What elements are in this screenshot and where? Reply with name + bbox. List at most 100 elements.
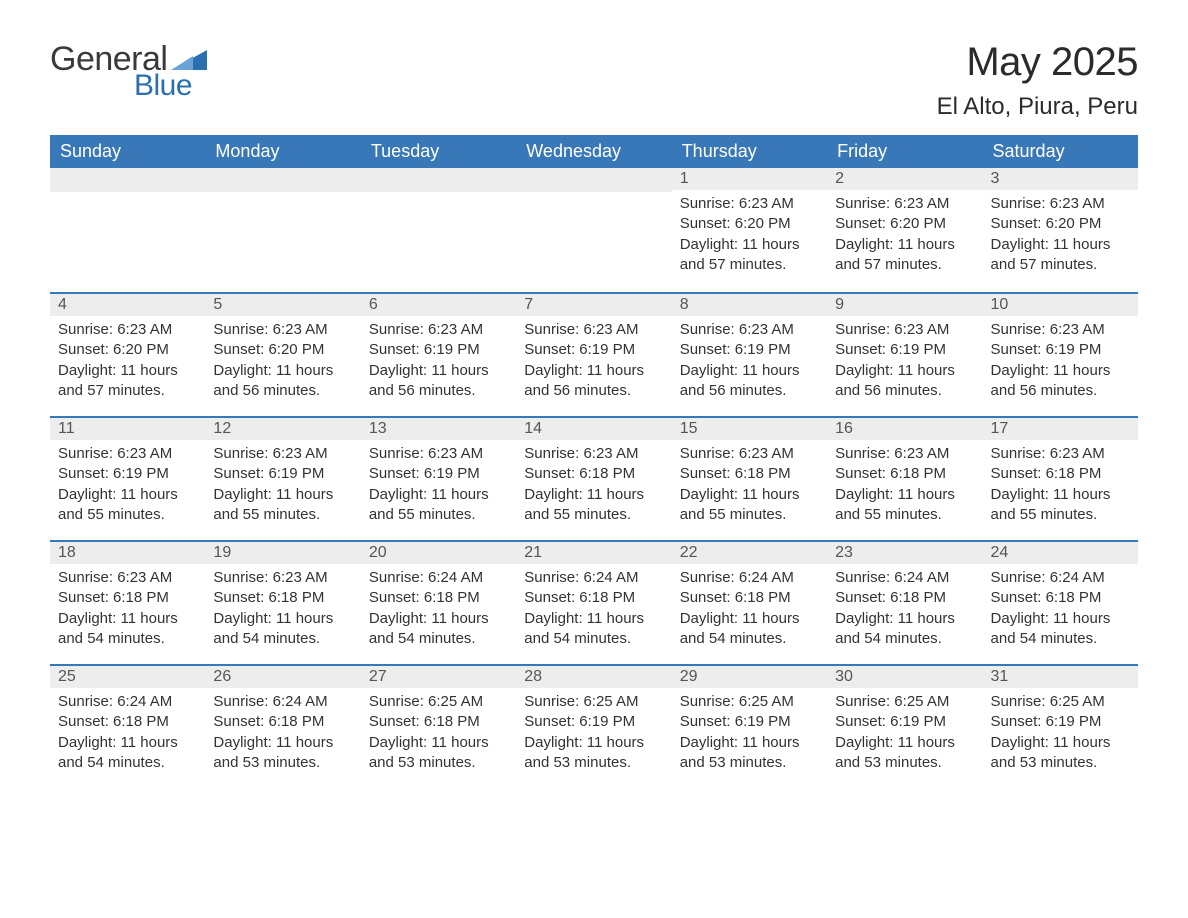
day-details: Sunrise: 6:23 AMSunset: 6:18 PMDaylight:… — [983, 440, 1138, 533]
daylight-line: Daylight: 11 hours and 56 minutes. — [524, 361, 663, 402]
day-cell: 9Sunrise: 6:23 AMSunset: 6:19 PMDaylight… — [827, 292, 982, 416]
weekday-header: Tuesday — [361, 135, 516, 168]
sunset-line: Sunset: 6:19 PM — [991, 340, 1130, 360]
day-cell: 2Sunrise: 6:23 AMSunset: 6:20 PMDaylight… — [827, 168, 982, 292]
sunrise-line: Sunrise: 6:23 AM — [680, 444, 819, 464]
day-cell: 5Sunrise: 6:23 AMSunset: 6:20 PMDaylight… — [205, 292, 360, 416]
sunset-line: Sunset: 6:18 PM — [524, 464, 663, 484]
day-number: 20 — [361, 540, 516, 564]
day-number: 24 — [983, 540, 1138, 564]
day-details: Sunrise: 6:24 AMSunset: 6:18 PMDaylight:… — [361, 564, 516, 657]
sunset-line: Sunset: 6:19 PM — [680, 340, 819, 360]
daylight-line: Daylight: 11 hours and 55 minutes. — [524, 485, 663, 526]
daylight-line: Daylight: 11 hours and 55 minutes. — [58, 485, 197, 526]
sunrise-line: Sunrise: 6:23 AM — [991, 194, 1130, 214]
sunset-line: Sunset: 6:18 PM — [680, 464, 819, 484]
weekday-header: Sunday — [50, 135, 205, 168]
sunrise-line: Sunrise: 6:23 AM — [835, 444, 974, 464]
sunset-line: Sunset: 6:19 PM — [213, 464, 352, 484]
day-details: Sunrise: 6:23 AMSunset: 6:18 PMDaylight:… — [205, 564, 360, 657]
sunset-line: Sunset: 6:20 PM — [991, 214, 1130, 234]
day-cell: 17Sunrise: 6:23 AMSunset: 6:18 PMDayligh… — [983, 416, 1138, 540]
sunset-line: Sunset: 6:20 PM — [835, 214, 974, 234]
day-details: Sunrise: 6:23 AMSunset: 6:19 PMDaylight:… — [205, 440, 360, 533]
day-number: 2 — [827, 168, 982, 190]
weekday-header: Thursday — [672, 135, 827, 168]
day-cell: 25 Sunrise: 6:24 AMSunset: 6:18 PMDayligh… — [50, 664, 205, 788]
week-row: 25Sunrise: 6:24 AMSunset: 6:18 PMDayligh… — [50, 664, 1138, 788]
day-number: 21 — [516, 540, 671, 564]
day-details: Sunrise: 6:25 AMSunset: 6:19 PMDaylight:… — [983, 688, 1138, 781]
day-number: 16 — [827, 416, 982, 440]
day-details: Sunrise: 6:23 AMSunset: 6:19 PMDaylight:… — [983, 316, 1138, 409]
day-details: Sunrise: 6:24 AMSunset: 6:18 PMDaylight:… — [205, 688, 360, 781]
daylight-line: Daylight: 11 hours and 53 minutes. — [991, 733, 1130, 774]
day-number: 23 — [827, 540, 982, 564]
day-cell — [50, 168, 205, 292]
day-cell: 31Sunrise: 6:25 AMSunset: 6:19 PMDayligh… — [983, 664, 1138, 788]
daylight-line: Daylight: 11 hours and 55 minutes. — [680, 485, 819, 526]
sunrise-line: Sunrise: 6:23 AM — [991, 444, 1130, 464]
sunrise-line: Sunrise: 6:23 AM — [369, 444, 508, 464]
day-details: Sunrise: 6:23 AMSunset: 6:19 PMDaylight:… — [50, 440, 205, 533]
sunrise-line: Sunrise: 6:23 AM — [213, 568, 352, 588]
daylight-line: Daylight: 11 hours and 54 minutes. — [991, 609, 1130, 650]
day-number: 30 — [827, 664, 982, 688]
day-details: Sunrise: 6:23 AMSunset: 6:20 PMDaylight:… — [672, 190, 827, 283]
calendar-table: SundayMondayTuesdayWednesdayThursdayFrid… — [50, 135, 1138, 788]
daylight-line: Daylight: 11 hours and 55 minutes. — [991, 485, 1130, 526]
day-details: Sunrise: 6:23 AMSunset: 6:20 PMDaylight:… — [983, 190, 1138, 283]
title-block: May 2025 El Alto, Piura, Peru — [937, 40, 1138, 121]
day-details: Sunrise: 6:23 AMSunset: 6:19 PMDaylight:… — [361, 316, 516, 409]
sunset-line: Sunset: 6:20 PM — [680, 214, 819, 234]
sunrise-line: Sunrise: 6:24 AM — [524, 568, 663, 588]
daylight-line: Daylight: 11 hours and 56 minutes. — [369, 361, 508, 402]
day-details: Sunrise: 6:23 AMSunset: 6:19 PMDaylight:… — [516, 316, 671, 409]
sunset-line: Sunset: 6:18 PM — [58, 712, 197, 732]
day-cell: 24Sunrise: 6:24 AMSunset: 6:18 PMDayligh… — [983, 540, 1138, 664]
daylight-line: Daylight: 11 hours and 53 minutes. — [835, 733, 974, 774]
sunrise-line: Sunrise: 6:23 AM — [213, 444, 352, 464]
sunrise-line: Sunrise: 6:23 AM — [58, 320, 197, 340]
day-details: Sunrise: 6:24 AMSunset: 6:18 PMDaylight:… — [672, 564, 827, 657]
month-title: May 2025 — [937, 40, 1138, 85]
day-cell: 8Sunrise: 6:23 AMSunset: 6:19 PMDaylight… — [672, 292, 827, 416]
day-details: Sunrise: 6:23 AMSunset: 6:18 PMDaylight:… — [672, 440, 827, 533]
day-number: 17 — [983, 416, 1138, 440]
day-cell: 1Sunrise: 6:23 AMSunset: 6:20 PMDaylight… — [672, 168, 827, 292]
week-row: 4 Sunrise: 6:23 AMSunset: 6:20 PM Daylight… — [50, 292, 1138, 416]
day-cell: 21Sunrise: 6:24 AMSunset: 6:18 PMDayligh… — [516, 540, 671, 664]
sunset-line: Sunset: 6:19 PM — [835, 712, 974, 732]
day-cell: 18Sunrise: 6:23 AMSunset: 6:18 PMDayligh… — [50, 540, 205, 664]
day-cell: 16Sunrise: 6:23 AMSunset: 6:18 PMDayligh… — [827, 416, 982, 540]
daylight-line: Daylight: 11 hours and 54 minutes. — [58, 733, 197, 774]
day-number: 31 — [983, 664, 1138, 688]
daylight-line: Daylight: 11 hours and 53 minutes. — [680, 733, 819, 774]
weekday-header: Friday — [827, 135, 982, 168]
day-number-bar-empty — [50, 168, 205, 192]
day-number: 4 — [50, 292, 205, 316]
day-number: 25 — [50, 664, 205, 688]
sunset-line: Sunset: 6:20 PM — [58, 340, 197, 360]
day-number: 14 — [516, 416, 671, 440]
day-cell: 14Sunrise: 6:23 AMSunset: 6:18 PMDayligh… — [516, 416, 671, 540]
daylight-line: Daylight: 11 hours and 53 minutes. — [524, 733, 663, 774]
day-details: Sunrise: 6:24 AMSunset: 6:18 PMDaylight:… — [827, 564, 982, 657]
sunrise-line: Sunrise: 6:24 AM — [58, 692, 197, 712]
day-cell: 6Sunrise: 6:23 AMSunset: 6:19 PMDaylight… — [361, 292, 516, 416]
daylight-line: Daylight: 11 hours and 54 minutes. — [58, 609, 197, 650]
location: El Alto, Piura, Peru — [937, 93, 1138, 121]
day-cell: 20Sunrise: 6:24 AMSunset: 6:18 PMDayligh… — [361, 540, 516, 664]
day-details: Sunrise: 6:24 AMSunset: 6:18 PMDaylight:… — [983, 564, 1138, 657]
sunset-line: Sunset: 6:19 PM — [369, 464, 508, 484]
daylight-line: Daylight: 11 hours and 56 minutes. — [213, 361, 352, 402]
day-details: Sunrise: 6:23 AMSunset: 6:19 PMDaylight:… — [361, 440, 516, 533]
day-number-bar-empty — [516, 168, 671, 192]
sunrise-line: Sunrise: 6:24 AM — [835, 568, 974, 588]
daylight-line: Daylight: 11 hours and 54 minutes. — [680, 609, 819, 650]
day-details: Sunrise: 6:25 AMSunset: 6:19 PMDaylight:… — [827, 688, 982, 781]
day-number: 5 — [205, 292, 360, 316]
sunrise-line: Sunrise: 6:25 AM — [369, 692, 508, 712]
sunset-line: Sunset: 6:18 PM — [680, 588, 819, 608]
day-number: 13 — [361, 416, 516, 440]
